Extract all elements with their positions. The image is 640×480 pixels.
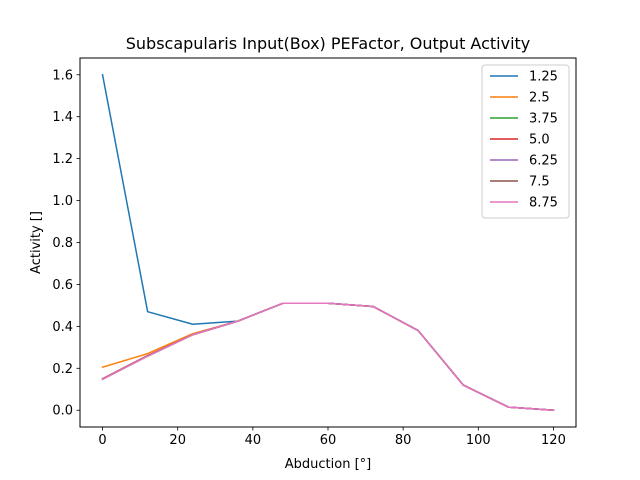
y-tick-label: 1.4 [52, 110, 73, 125]
y-tick-label: 0.2 [52, 362, 73, 377]
legend-label-0: 1.25 [529, 70, 558, 85]
legend-label-4: 6.25 [529, 154, 558, 169]
x-tick-label: 100 [466, 433, 491, 448]
legend-label-5: 7.5 [529, 175, 550, 190]
y-tick-label: 0.0 [52, 404, 73, 419]
legend-label-2: 3.75 [529, 112, 558, 127]
series-line-1 [101, 302, 555, 412]
legend-label-1: 2.5 [529, 91, 550, 106]
chart-title: Subscapularis Input(Box) PEFactor, Outpu… [126, 34, 531, 53]
y-tick-label: 0.6 [52, 278, 73, 293]
series-line-5 [101, 302, 555, 412]
y-tick-label: 1.2 [52, 152, 73, 167]
x-axis-label: Abduction [°] [285, 457, 371, 472]
y-axis-label: Activity [] [29, 211, 44, 274]
x-tick-label: 120 [541, 433, 566, 448]
legend-box [481, 64, 570, 219]
x-tick-label: 60 [320, 433, 337, 448]
x-axis-ticks: 0 20 40 60 80 100 120 [98, 427, 566, 448]
series-line-6 [101, 302, 555, 412]
y-axis-ticks: 0.0 0.2 0.4 0.6 0.8 1.0 1.2 1.4 1.6 [52, 68, 80, 419]
x-tick-label: 0 [98, 433, 106, 448]
legend-label-3: 5.0 [529, 133, 550, 148]
x-tick-label: 40 [245, 433, 262, 448]
series-line-4 [101, 302, 555, 412]
legend: 1.25 2.5 3.75 5.0 6.25 7.5 8.75 [481, 64, 570, 219]
legend-label-6: 8.75 [529, 196, 558, 211]
series-line-3 [101, 302, 555, 412]
x-tick-label: 20 [169, 433, 186, 448]
y-tick-label: 0.4 [52, 320, 73, 335]
x-tick-label: 80 [395, 433, 412, 448]
plot-lines [101, 73, 555, 412]
y-tick-label: 1.0 [52, 194, 73, 209]
y-tick-label: 1.6 [52, 68, 73, 83]
series-line-2 [101, 302, 555, 412]
y-tick-label: 0.8 [52, 236, 73, 251]
